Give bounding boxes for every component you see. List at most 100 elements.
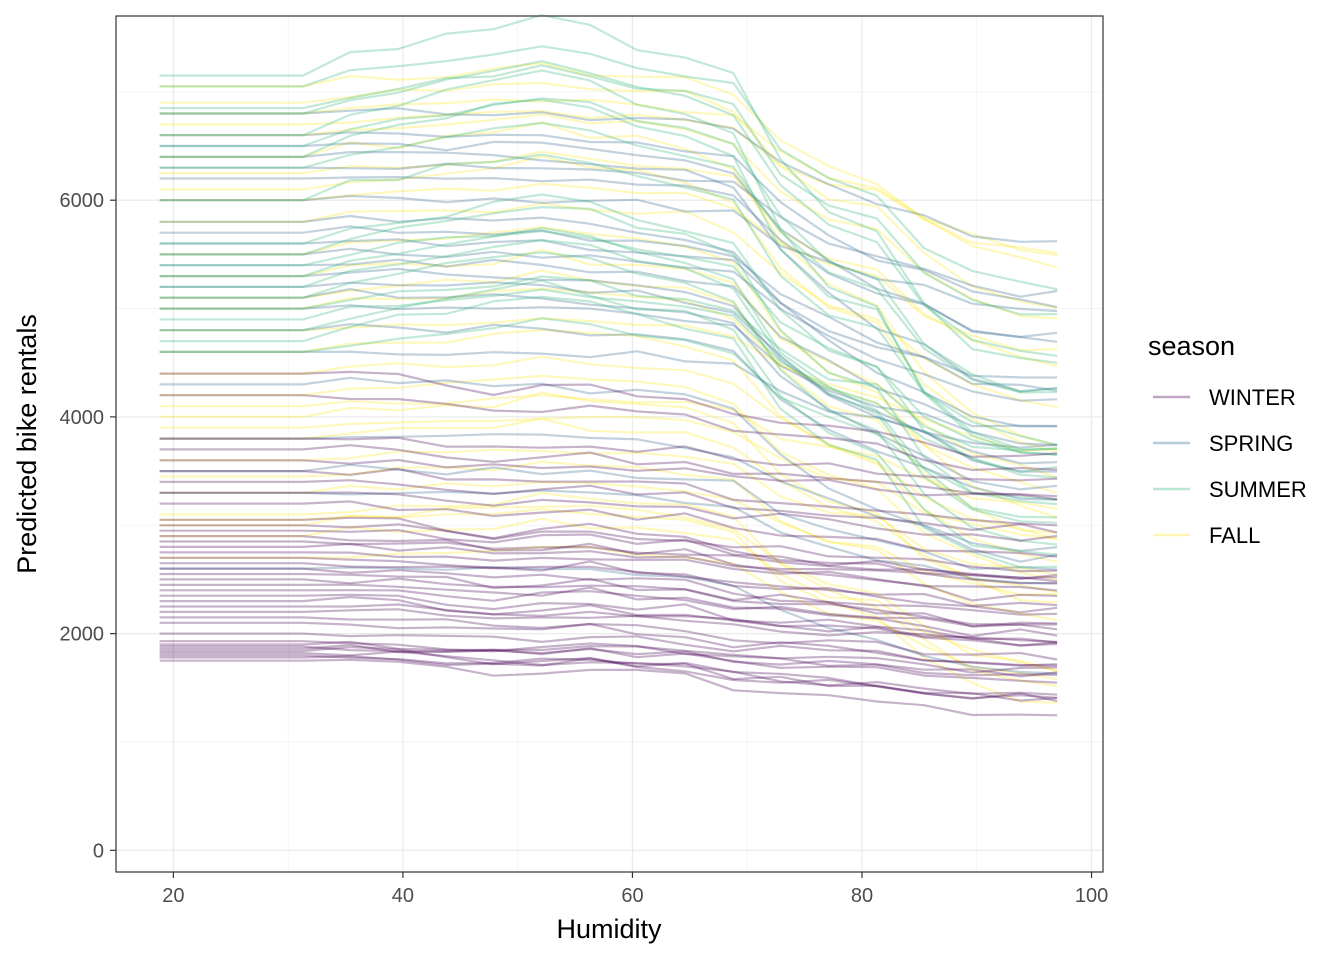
series-line-winter	[159, 645, 1058, 702]
series-line-fall	[159, 504, 1058, 673]
series-line-fall	[159, 517, 1058, 673]
series-line-summer	[159, 251, 1058, 546]
x-tick-label: 20	[162, 885, 184, 907]
series-line-fall	[159, 508, 1058, 704]
series-line-winter	[159, 593, 1058, 644]
series-line-winter	[159, 572, 1058, 631]
plot-panel-border	[115, 15, 1104, 873]
series-line-summer	[159, 97, 1058, 393]
series-line-fall	[159, 417, 1058, 594]
y-tick-label: 0	[93, 840, 104, 862]
series-fall	[159, 62, 1058, 704]
series-lines	[159, 14, 1058, 717]
series-winter	[159, 370, 1058, 717]
series-line-summer	[159, 227, 1058, 519]
series-line-summer	[159, 275, 1058, 452]
series-line-spring	[159, 140, 1058, 343]
series-spring	[159, 107, 1058, 675]
series-line-spring	[159, 151, 1058, 393]
series-line-fall	[159, 460, 1058, 622]
series-line-summer	[159, 153, 1058, 446]
series-line-spring	[159, 281, 1058, 465]
series-line-spring	[159, 288, 1058, 491]
series-line-fall	[159, 150, 1058, 368]
series-line-summer	[159, 288, 1058, 474]
x-tick-label: 80	[851, 885, 873, 907]
series-line-fall	[159, 155, 1058, 453]
series-line-spring	[159, 489, 1058, 585]
series-line-summer	[159, 14, 1058, 364]
series-line-winter	[159, 556, 1058, 614]
series-line-fall	[159, 269, 1058, 534]
x-tick-label: 60	[621, 885, 643, 907]
series-line-winter	[159, 645, 1058, 684]
series-line-fall	[159, 317, 1058, 453]
series-line-winter	[159, 577, 1058, 616]
series-line-winter	[159, 608, 1058, 647]
series-line-winter	[159, 551, 1058, 592]
series-line-winter	[159, 540, 1058, 580]
series-line-winter	[159, 394, 1058, 472]
series-line-spring	[159, 176, 1058, 338]
y-tick-label: 6000	[60, 190, 105, 212]
series-line-winter	[159, 567, 1058, 628]
series-line-winter	[159, 603, 1058, 643]
series-line-fall	[159, 394, 1058, 510]
series-line-summer	[159, 229, 1058, 456]
legend-label-spring: SPRING	[1209, 431, 1293, 456]
series-line-winter	[159, 643, 1058, 678]
series-line-fall	[159, 81, 1058, 309]
series-line-summer	[159, 121, 1058, 394]
series-line-fall	[159, 62, 1058, 269]
series-line-fall	[159, 374, 1058, 581]
series-line-spring	[159, 267, 1058, 473]
series-line-winter	[159, 523, 1058, 573]
y-axis-ticks: 0 2000 4000 6000	[60, 190, 116, 862]
legend-title: season	[1148, 331, 1235, 361]
legend-label-fall: FALL	[1209, 523, 1260, 548]
series-line-winter	[159, 528, 1058, 581]
x-tick-label: 100	[1075, 885, 1108, 907]
series-line-winter	[159, 583, 1058, 638]
y-tick-label: 4000	[60, 407, 105, 429]
series-line-winter	[159, 436, 1058, 482]
x-tick-label: 40	[392, 885, 414, 907]
series-line-summer	[159, 317, 1058, 501]
series-line-spring	[159, 194, 1058, 313]
legend-label-summer: SUMMER	[1209, 477, 1307, 502]
series-line-fall	[159, 448, 1058, 576]
series-line-summer	[159, 60, 1058, 357]
legend-label-winter: WINTER	[1209, 385, 1296, 410]
series-line-winter	[159, 562, 1058, 608]
series-line-spring	[159, 350, 1058, 449]
series-line-winter	[159, 595, 1058, 647]
series-line-winter	[159, 516, 1058, 585]
series-line-fall	[159, 328, 1058, 563]
series-line-spring	[159, 565, 1058, 675]
series-line-spring	[159, 323, 1058, 501]
series-line-summer	[159, 64, 1058, 316]
series-line-summer	[159, 193, 1058, 479]
series-line-winter	[159, 650, 1058, 696]
series-line-summer	[159, 295, 1058, 569]
series-line-fall	[159, 248, 1058, 479]
series-line-fall	[159, 226, 1058, 519]
series-line-spring	[159, 376, 1058, 563]
series-line-winter	[159, 654, 1058, 700]
series-line-summer	[159, 239, 1058, 524]
major-gridlines	[116, 16, 1103, 872]
series-line-spring	[159, 304, 1058, 447]
series-line-spring	[159, 463, 1058, 571]
series-line-spring	[159, 238, 1058, 392]
y-axis-title: Predicted bike rentals	[12, 314, 42, 574]
series-line-summer	[159, 45, 1058, 291]
series-line-fall	[159, 182, 1058, 352]
series-summer	[159, 14, 1058, 569]
series-line-summer	[159, 69, 1058, 457]
series-line-winter	[159, 370, 1058, 458]
series-line-fall	[159, 481, 1058, 596]
series-line-winter	[159, 640, 1058, 677]
series-line-spring	[159, 214, 1058, 428]
series-line-spring	[159, 131, 1058, 309]
